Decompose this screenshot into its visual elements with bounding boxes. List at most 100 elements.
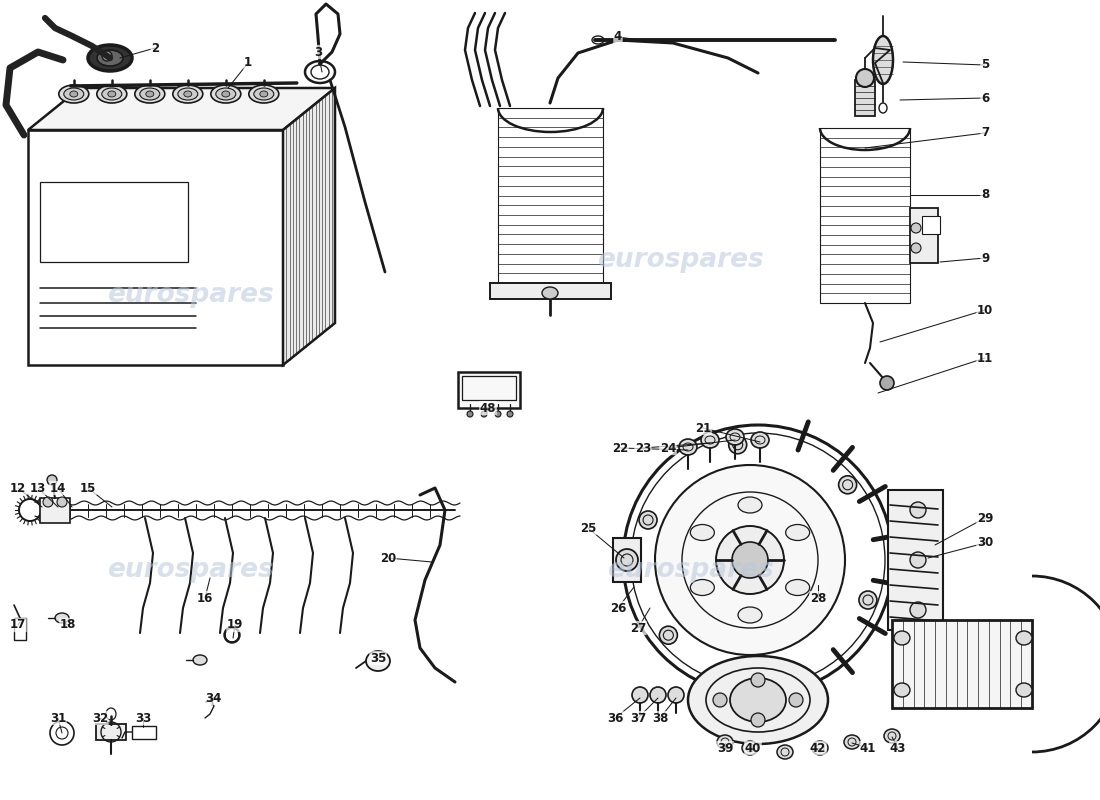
Text: 9: 9 <box>981 251 989 265</box>
Ellipse shape <box>102 88 122 100</box>
Ellipse shape <box>507 411 513 417</box>
Ellipse shape <box>691 579 714 595</box>
Text: 12: 12 <box>10 482 26 494</box>
Ellipse shape <box>146 91 154 97</box>
Ellipse shape <box>716 526 784 594</box>
Ellipse shape <box>260 91 267 97</box>
Ellipse shape <box>108 91 115 97</box>
Ellipse shape <box>873 36 893 84</box>
Ellipse shape <box>97 50 123 66</box>
Ellipse shape <box>910 552 926 568</box>
Ellipse shape <box>58 85 89 103</box>
Ellipse shape <box>173 85 202 103</box>
Text: 37: 37 <box>630 711 646 725</box>
Ellipse shape <box>742 741 758 755</box>
Ellipse shape <box>688 656 828 744</box>
Ellipse shape <box>911 243 921 253</box>
Text: 14: 14 <box>50 482 66 494</box>
Ellipse shape <box>97 85 126 103</box>
Ellipse shape <box>192 655 207 665</box>
Ellipse shape <box>738 607 762 623</box>
Ellipse shape <box>632 687 648 703</box>
Text: 20: 20 <box>379 551 396 565</box>
Ellipse shape <box>47 475 57 485</box>
Text: 18: 18 <box>59 618 76 631</box>
Ellipse shape <box>856 69 875 87</box>
Text: 2: 2 <box>151 42 160 54</box>
Text: eurospares: eurospares <box>107 557 274 583</box>
Text: 31: 31 <box>50 711 66 725</box>
Ellipse shape <box>894 683 910 697</box>
Bar <box>820 128 910 303</box>
Ellipse shape <box>211 85 241 103</box>
Ellipse shape <box>1016 631 1032 645</box>
Ellipse shape <box>623 425 893 695</box>
Text: 32: 32 <box>92 711 108 725</box>
Ellipse shape <box>216 88 235 100</box>
Bar <box>462 376 516 400</box>
Text: 23: 23 <box>635 442 651 454</box>
Ellipse shape <box>495 411 500 417</box>
Text: eurospares: eurospares <box>606 557 773 583</box>
Text: 35: 35 <box>370 651 386 665</box>
Text: 30: 30 <box>977 537 993 550</box>
Text: 34: 34 <box>205 691 221 705</box>
Ellipse shape <box>710 691 727 709</box>
Ellipse shape <box>717 735 733 749</box>
Ellipse shape <box>57 497 67 507</box>
Ellipse shape <box>135 85 165 103</box>
Ellipse shape <box>679 439 697 455</box>
Polygon shape <box>888 490 943 630</box>
Text: 42: 42 <box>810 742 826 754</box>
Ellipse shape <box>691 525 714 541</box>
Polygon shape <box>283 88 336 365</box>
Text: 10: 10 <box>977 303 993 317</box>
Text: 1: 1 <box>244 57 252 70</box>
Ellipse shape <box>639 511 657 529</box>
Ellipse shape <box>880 376 894 390</box>
Ellipse shape <box>481 411 487 417</box>
Text: 24: 24 <box>660 442 676 454</box>
Ellipse shape <box>726 429 744 445</box>
Text: 19: 19 <box>227 618 243 631</box>
Text: 29: 29 <box>977 511 993 525</box>
Ellipse shape <box>759 691 777 709</box>
Ellipse shape <box>222 91 230 97</box>
Text: 40: 40 <box>745 742 761 754</box>
Text: 33: 33 <box>135 711 151 725</box>
Text: 25: 25 <box>580 522 596 534</box>
Ellipse shape <box>812 741 828 755</box>
Ellipse shape <box>732 542 768 578</box>
Text: 26: 26 <box>609 602 626 614</box>
Ellipse shape <box>751 673 764 687</box>
Ellipse shape <box>838 476 857 494</box>
Ellipse shape <box>738 497 762 513</box>
Ellipse shape <box>713 693 727 707</box>
Ellipse shape <box>910 502 926 518</box>
Ellipse shape <box>785 525 810 541</box>
Ellipse shape <box>64 88 84 100</box>
Text: eurospares: eurospares <box>107 282 274 308</box>
Ellipse shape <box>102 51 112 61</box>
Bar <box>40 498 70 523</box>
Ellipse shape <box>701 432 719 448</box>
Bar <box>96 724 126 740</box>
Polygon shape <box>28 88 335 130</box>
Text: 41: 41 <box>860 742 877 754</box>
Text: 17: 17 <box>10 618 26 631</box>
Ellipse shape <box>751 713 764 727</box>
Text: 7: 7 <box>981 126 989 139</box>
Ellipse shape <box>1016 683 1032 697</box>
Ellipse shape <box>859 591 877 609</box>
Bar <box>498 108 603 283</box>
Text: 13: 13 <box>30 482 46 494</box>
Bar <box>855 80 875 116</box>
Text: 16: 16 <box>197 591 213 605</box>
Bar <box>458 372 520 408</box>
Ellipse shape <box>884 729 900 743</box>
Text: eurospares: eurospares <box>596 247 763 273</box>
Text: 22: 22 <box>612 442 628 454</box>
Ellipse shape <box>43 497 53 507</box>
Ellipse shape <box>668 687 684 703</box>
Text: 5: 5 <box>981 58 989 71</box>
